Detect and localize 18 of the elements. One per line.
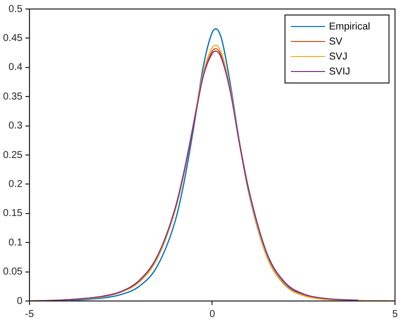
y-tick-label: 0.4 — [8, 62, 23, 74]
y-tick-label: 0.45 — [2, 32, 23, 44]
y-tick-label: 0.2 — [8, 178, 23, 190]
x-tick-label: 5 — [392, 308, 398, 320]
x-tick-label: -5 — [25, 308, 34, 320]
y-tick-label: 0.3 — [8, 120, 23, 132]
y-tick-label: 0.5 — [8, 4, 23, 15]
y-tick-label: 0.1 — [8, 237, 23, 248]
y-tick-label: 0 — [16, 296, 23, 307]
legend-label: SV — [329, 36, 343, 48]
y-tick-label: 0.15 — [2, 208, 23, 220]
legend-label: Empirical — [329, 21, 370, 32]
y-tick-label: 0.25 — [2, 150, 23, 161]
x-tick-label: 0 — [209, 308, 216, 320]
legend-label: SVIJ — [329, 66, 350, 78]
y-tick-label: 0.35 — [2, 91, 23, 102]
legend-label: SVJ — [329, 51, 348, 62]
y-tick-label: 0.05 — [2, 266, 23, 278]
